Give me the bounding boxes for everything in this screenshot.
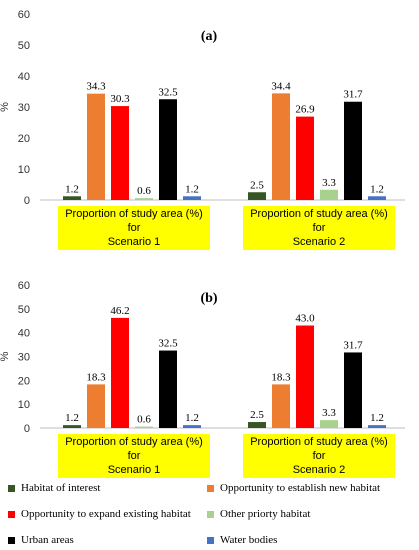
panel-0-data-label: 1.2 — [185, 183, 199, 195]
panel-1-bar — [87, 384, 105, 428]
panel-1-bar — [159, 350, 177, 428]
panel-1-ytick-label: 30 — [18, 352, 30, 364]
panel-1-data-label: 18.3 — [271, 371, 291, 383]
legend-swatch — [207, 484, 214, 492]
category-label-line2: Scenario 2 — [292, 236, 346, 248]
panel-1-data-label: 1.2 — [185, 412, 199, 424]
panel-0-bar — [272, 93, 290, 200]
legend-item: Habitat of interest — [8, 482, 100, 494]
legend-swatch — [207, 510, 214, 518]
legend-label: Opportunity to expand existing habitat — [21, 508, 191, 520]
panel-1-bar — [272, 384, 290, 428]
legend-item: Water bodies — [207, 534, 277, 546]
category-label-line1: Proportion of study area (%) for — [65, 208, 203, 234]
panel-1-data-label: 31.7 — [343, 339, 363, 351]
panel-0-data-label: 34.4 — [271, 80, 291, 92]
panel-1-y-axis-label: % — [0, 351, 11, 361]
panel-0-data-label: 32.5 — [158, 86, 178, 98]
panel-0-bar — [248, 192, 266, 200]
panel-0-data-label: 26.9 — [295, 104, 315, 116]
panel-0-bar — [87, 93, 105, 200]
panel-0-bar — [63, 196, 81, 200]
category-label-line2: Scenario 1 — [107, 236, 161, 248]
panel-0-data-label: 31.7 — [343, 89, 363, 101]
panel-0-ytick-label: 20 — [18, 133, 30, 145]
category-label: Proportion of study area (%) for Scenario… — [58, 206, 210, 250]
panel-1-bar — [320, 420, 338, 428]
panel-1-data-label: 43.0 — [295, 313, 315, 325]
category-label-line1: Proportion of study area (%) for — [250, 208, 388, 234]
panel-1-bar — [368, 425, 386, 428]
panel-1-bar — [296, 325, 314, 428]
panel-1-bar — [248, 422, 266, 428]
legend-label: Opportunity to establish new habitat — [220, 482, 381, 494]
chart-canvas: 0 10 20 30 40 50 60% (a) 1.2 34.3 30.3 0.6 32.5 1.2 2.… — [0, 9, 405, 435]
panel-0-data-label: 2.5 — [250, 179, 264, 191]
panel-1-ytick-label: 10 — [18, 399, 30, 411]
panel-0-ytick-label: 40 — [18, 71, 30, 83]
panel-0-ytick-label: 50 — [18, 40, 30, 52]
panel-1-bar — [135, 426, 153, 428]
panel-0-bar — [159, 99, 177, 200]
panel-1-ytick-label: 60 — [18, 280, 30, 292]
panel-1-bar — [183, 425, 201, 428]
panel-0-data-label: 0.6 — [137, 185, 151, 197]
panel-1-data-label: 32.5 — [158, 338, 178, 350]
panel-1-bar — [111, 317, 129, 428]
category-label: Proportion of study area (%) for Scenario… — [243, 206, 395, 250]
panel-1-title: (b) — [200, 291, 217, 306]
panel-1-data-label: 46.2 — [110, 305, 129, 317]
panel-1-ytick-label: 50 — [18, 304, 30, 316]
panel-1-bar — [344, 352, 362, 428]
panel-0-bar — [111, 106, 129, 200]
legend-swatch — [8, 510, 15, 518]
legend-item: Other priorty habitat — [207, 508, 310, 520]
panel-0-bar — [320, 189, 338, 200]
panel-1-ytick-label: 0 — [24, 423, 30, 435]
panel-0-title: (a) — [201, 29, 218, 44]
category-label-line1: Proportion of study area (%) for — [250, 436, 388, 462]
panel-1-bar — [63, 425, 81, 428]
legend-swatch — [8, 484, 15, 492]
legend-swatch — [207, 536, 214, 544]
panel-1-data-label: 0.6 — [137, 414, 151, 426]
panel-1-data-label: 1.2 — [65, 412, 79, 424]
legend-item: Opportunity to expand existing habitat — [8, 508, 191, 520]
panel-1-ytick-label: 40 — [18, 328, 30, 340]
panel-0-bar — [183, 196, 201, 200]
panel-0-ytick-label: 60 — [18, 9, 30, 21]
legend-label: Water bodies — [220, 534, 278, 546]
panel-1-data-label: 18.3 — [86, 371, 106, 383]
legend-label: Urban areas — [21, 534, 74, 546]
legend-item: Opportunity to establish new habitat — [207, 482, 380, 494]
panel-0-ytick-label: 10 — [18, 164, 30, 176]
legend-item: Urban areas — [8, 534, 74, 546]
panel-0-data-label: 1.2 — [370, 183, 384, 195]
panel-0-bar — [296, 116, 314, 200]
panel-0-bar — [344, 101, 362, 200]
panel-1-data-label: 3.3 — [322, 407, 336, 419]
category-label-line2: Scenario 2 — [292, 464, 346, 476]
panel-0-data-label: 3.3 — [322, 177, 336, 189]
category-label-line2: Scenario 1 — [107, 464, 161, 476]
panel-0-ytick-label: 30 — [18, 102, 30, 114]
category-label: Proportion of study area (%) for Scenario… — [243, 434, 395, 478]
panel-0-data-label: 1.2 — [65, 183, 79, 195]
category-label: Proportion of study area (%) for Scenario… — [58, 434, 210, 478]
legend-label: Other priorty habitat — [220, 508, 311, 520]
legend-swatch — [8, 536, 15, 544]
panel-0-bar — [368, 196, 386, 200]
panel-0-data-label: 34.3 — [86, 81, 106, 93]
panel-0-bar — [135, 198, 153, 200]
panel-0-data-label: 30.3 — [110, 93, 130, 105]
panel-0-y-axis-label: % — [0, 102, 11, 112]
legend-label: Habitat of interest — [21, 482, 101, 494]
panel-1-ytick-label: 20 — [18, 375, 30, 387]
panel-0-ytick-label: 0 — [24, 195, 30, 207]
panel-1-data-label: 2.5 — [250, 409, 264, 421]
category-label-line1: Proportion of study area (%) for — [65, 436, 203, 462]
panel-1-data-label: 1.2 — [370, 412, 384, 424]
